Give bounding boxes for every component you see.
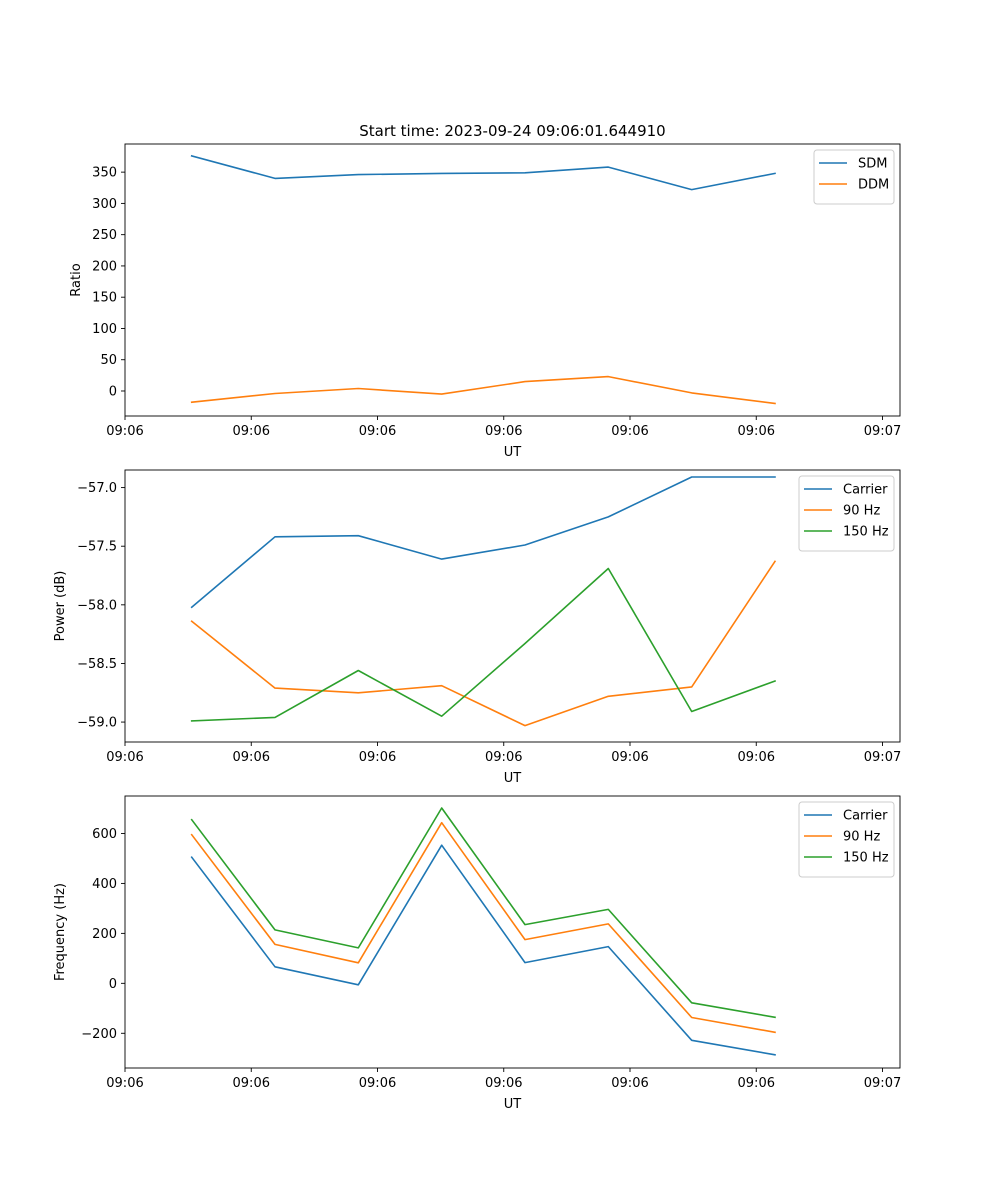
series-line-150-hz: [190, 807, 776, 1019]
x-tick-label: 09:07: [864, 750, 901, 765]
panels: 09:06 09:06 09:06 09:06 09:06 09:06 09:07 0 50 10…: [53, 143, 901, 1112]
legend-label: 90 Hz: [843, 504, 880, 519]
axes-frame: [124, 795, 901, 1069]
axes-frame: [124, 143, 901, 417]
series-line-ddm: [190, 375, 776, 405]
y-tick-label: −59.0: [77, 716, 117, 731]
x-tick-label: 09:06: [233, 424, 270, 439]
series-line-150-hz: [190, 567, 777, 722]
y-tick-label: 200: [92, 927, 117, 942]
figure-title: Start time: 2023-09-24 09:06:01.644910: [359, 122, 665, 140]
legend: SDM DDM: [813, 149, 895, 205]
x-tick-label: 09:06: [359, 424, 396, 439]
y-tick-label: 400: [92, 877, 117, 892]
x-tick-label: 09:06: [485, 1076, 522, 1091]
y-tick-label: 350: [92, 166, 117, 181]
x-tick-label: 09:06: [485, 750, 522, 765]
y-axis-label: Ratio: [69, 263, 84, 296]
y-tick-label: 150: [92, 291, 117, 306]
y-tick-label: −58.5: [77, 657, 117, 672]
x-tick-label: 09:06: [359, 750, 396, 765]
x-tick-label: 09:07: [864, 1076, 901, 1091]
legend-label: 150 Hz: [843, 851, 889, 866]
x-tick-label: 09:06: [611, 424, 648, 439]
y-tick-label: 100: [92, 322, 117, 337]
legend-label: 150 Hz: [843, 525, 889, 540]
x-tick-label: 09:06: [233, 1076, 270, 1091]
legend: Carrier 90 Hz 150 Hz: [798, 801, 895, 878]
y-tick-label: 250: [92, 228, 117, 243]
legend-label: Carrier: [843, 483, 888, 498]
legend: Carrier 90 Hz 150 Hz: [798, 475, 895, 552]
x-tick-label: 09:06: [738, 424, 775, 439]
x-tick-label: 09:07: [864, 424, 901, 439]
x-tick-label: 09:06: [106, 424, 143, 439]
legend-label: DDM: [858, 178, 889, 193]
x-tick-label: 09:06: [106, 1076, 143, 1091]
y-axis-label: Power (dB): [53, 571, 68, 642]
x-tick-label: 09:06: [359, 1076, 396, 1091]
legend-label: SDM: [858, 157, 887, 172]
panel-3: 09:06 09:06 09:06 09:06 09:06 09:06 09:07 −200 0…: [53, 795, 901, 1112]
y-tick-label: 0: [109, 977, 117, 992]
legend-box: [798, 475, 895, 552]
y-tick-label: −200: [81, 1027, 117, 1042]
y-tick-label: 600: [92, 827, 117, 842]
series-line-sdm: [190, 154, 776, 191]
x-axis-label: UT: [504, 1097, 522, 1112]
x-tick-label: 09:06: [738, 750, 775, 765]
panel-1: 09:06 09:06 09:06 09:06 09:06 09:06 09:07 0 50 10…: [69, 143, 901, 460]
series-line-90-hz: [190, 821, 776, 1034]
y-tick-label: 300: [92, 197, 117, 212]
x-tick-label: 09:06: [485, 424, 522, 439]
panel-2: 09:06 09:06 09:06 09:06 09:06 09:06 09:07 −59.0…: [53, 469, 901, 786]
x-tick-label: 09:06: [738, 1076, 775, 1091]
y-tick-label: −57.0: [77, 481, 117, 496]
series-line-carrier: [190, 476, 776, 609]
x-tick-label: 09:06: [233, 750, 270, 765]
series-line-carrier: [190, 844, 776, 1056]
x-axis-label: UT: [504, 771, 522, 786]
x-tick-label: 09:06: [611, 750, 648, 765]
axes-frame: [124, 469, 901, 743]
y-tick-label: 50: [100, 353, 117, 368]
x-axis-label: UT: [504, 445, 522, 460]
x-tick-label: 09:06: [106, 750, 143, 765]
x-tick-label: 09:06: [611, 1076, 648, 1091]
y-tick-label: 0: [109, 384, 117, 399]
y-tick-label: −58.0: [77, 598, 117, 613]
legend-label: 90 Hz: [843, 830, 880, 845]
legend-label: Carrier: [843, 809, 888, 824]
legend-box: [798, 801, 895, 878]
y-tick-label: −57.5: [77, 540, 117, 555]
y-tick-label: 200: [92, 259, 117, 274]
y-axis-label: Frequency (Hz): [53, 883, 68, 981]
